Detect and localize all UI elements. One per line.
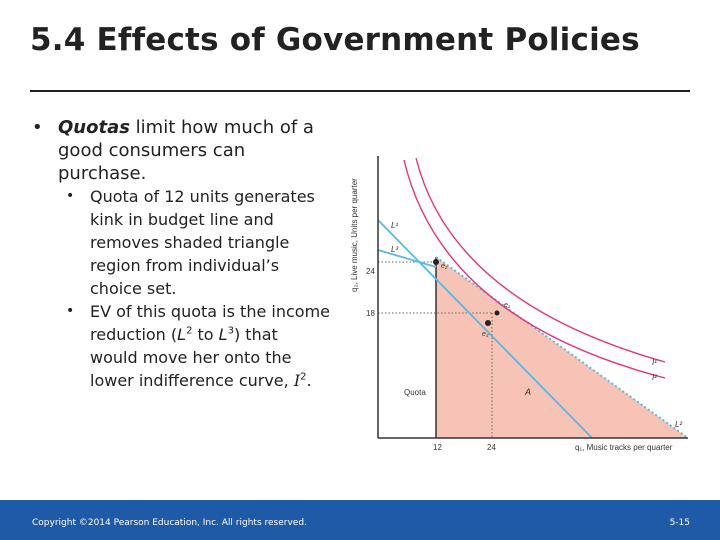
subbullet1-text: Quota of 12 units generates kink in budg… xyxy=(90,187,315,298)
bullet-dot-icon: • xyxy=(32,117,43,138)
ev-text-3: ) that would move her onto the lower ind… xyxy=(90,325,294,390)
l3-symbol: L xyxy=(218,325,228,344)
label-l2: L² xyxy=(675,420,682,429)
title-divider xyxy=(30,90,690,92)
label-e2: e₂ xyxy=(441,263,448,270)
subbullet-ev: • EV of this quota is the income reducti… xyxy=(30,300,330,392)
budget-line-l1 xyxy=(377,219,593,439)
quota-diagram: q₂, Live music, Units per quarter q₁, Mu… xyxy=(350,156,689,452)
label-quota: Quota xyxy=(404,388,426,397)
x-tick-12: 12 xyxy=(433,443,442,452)
budget-line-l3 xyxy=(377,249,437,268)
ev-text-2: to xyxy=(192,325,219,344)
footer-bar: Copyright ©2014 Pearson Education, Inc. … xyxy=(0,500,720,540)
point-e3 xyxy=(485,320,491,326)
i2-symbol: I xyxy=(293,371,301,390)
label-region-a: A xyxy=(524,387,531,397)
l2-superscript: 2 xyxy=(186,325,193,337)
y-tick-18: 18 xyxy=(366,309,375,318)
indifference-curve-i1 xyxy=(415,157,666,363)
subbullet-dot-icon: • xyxy=(66,188,75,204)
l3-superscript: 3 xyxy=(227,325,234,337)
subbullet-quota-kink: • Quota of 12 units generates kink in bu… xyxy=(30,185,330,300)
point-e1 xyxy=(494,310,500,316)
label-l1: L¹ xyxy=(391,221,398,230)
point-e2 xyxy=(433,259,439,265)
label-e1: e₁ xyxy=(504,302,511,309)
i2-superscript: 2 xyxy=(300,371,307,383)
x-axis-label: q₁, Music tracks per quarter xyxy=(575,443,673,452)
l2-symbol: L xyxy=(177,325,187,344)
subbullet-dot-icon: • xyxy=(66,303,75,319)
label-e3: e₃ xyxy=(482,331,489,338)
label-i1: I¹ xyxy=(652,358,657,367)
copyright-text: Copyright ©2014 Pearson Education, Inc. … xyxy=(32,518,307,528)
ev-text-1: EV of this quota is the income reduction… xyxy=(90,302,330,344)
label-l3: L³ xyxy=(391,245,398,254)
ev-text-4: . xyxy=(306,371,312,390)
slide-title: 5.4 Effects of Government Policies xyxy=(30,22,640,58)
label-i2: I² xyxy=(652,373,657,382)
bullet-quotas: • Quotas limit how much of a good consum… xyxy=(30,116,330,185)
slide-body: • Quotas limit how much of a good consum… xyxy=(30,116,330,392)
x-tick-24: 24 xyxy=(487,443,496,452)
y-tick-24: 24 xyxy=(366,267,375,276)
page-number: 5-15 xyxy=(669,518,690,528)
quotas-term: Quotas xyxy=(58,117,130,138)
y-axis-label: q₂, Live music, Units per quarter xyxy=(350,178,359,292)
bullet1-text: limit how much of a good consumers can p… xyxy=(58,117,314,184)
indifference-curve-i2 xyxy=(403,159,666,379)
